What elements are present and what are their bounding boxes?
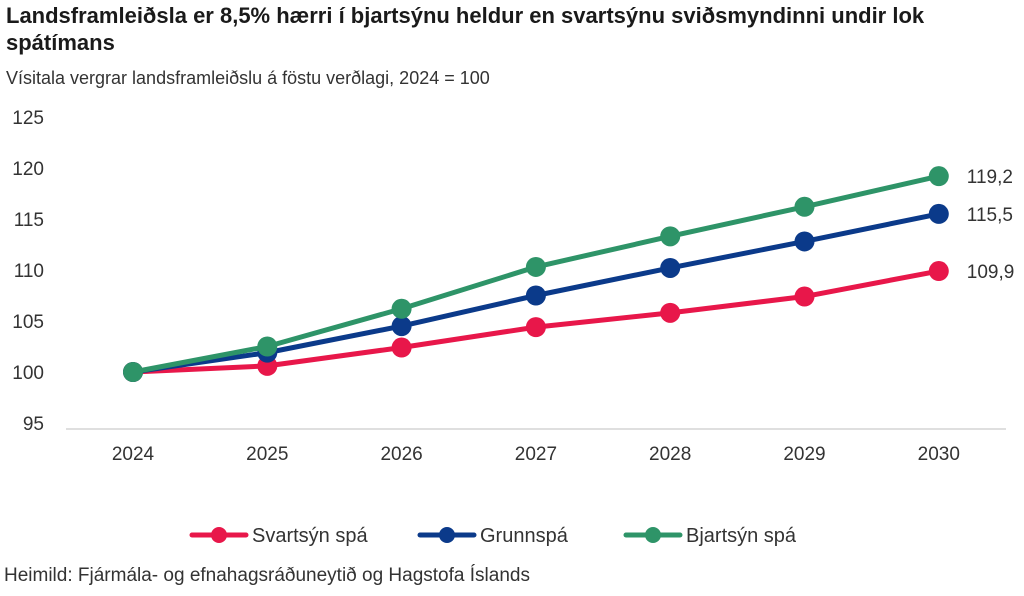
data-point bbox=[391, 337, 412, 358]
y-tick-label: 95 bbox=[23, 414, 44, 435]
data-point bbox=[794, 196, 815, 217]
data-point bbox=[257, 336, 278, 357]
y-tick-label: 110 bbox=[14, 261, 44, 282]
data-point bbox=[525, 256, 546, 277]
data-point bbox=[794, 286, 815, 307]
data-point bbox=[525, 285, 546, 306]
legend-swatch-marker bbox=[645, 527, 661, 543]
data-point bbox=[660, 226, 681, 247]
y-tick-label: 105 bbox=[12, 312, 44, 333]
series-2 bbox=[123, 166, 949, 382]
end-value-label: 119,2 bbox=[967, 167, 1013, 188]
x-tick-label: 2025 bbox=[246, 444, 288, 465]
data-point bbox=[660, 257, 681, 278]
data-point bbox=[928, 261, 949, 282]
legend-item: Bjartsýn spá bbox=[623, 525, 797, 547]
data-point bbox=[928, 203, 949, 224]
end-value-label: 109,9 bbox=[967, 262, 1015, 283]
x-tick-label: 2030 bbox=[918, 444, 960, 465]
data-point bbox=[660, 302, 681, 323]
chart-subtitle: Vísitala vergrar landsframleiðslu á föst… bbox=[6, 68, 490, 88]
legend-item: Svartsýn spá bbox=[189, 525, 368, 547]
legend-item: Grunnspá bbox=[417, 525, 569, 547]
x-tick-label: 2026 bbox=[380, 444, 422, 465]
end-value-label: 115,5 bbox=[967, 205, 1013, 226]
x-tick-label: 2029 bbox=[783, 444, 825, 465]
x-axis-ticks: 2024 2025 2026 2027 2028 2029 2030 bbox=[112, 444, 960, 465]
y-axis-ticks: 95 100 105 110 115 120 125 bbox=[12, 108, 44, 435]
legend-swatch-marker bbox=[439, 527, 455, 543]
y-tick-label: 120 bbox=[12, 159, 44, 180]
end-labels: 109,9 115,5 119,2 bbox=[967, 167, 1015, 283]
legend-label: Svartsýn spá bbox=[252, 525, 368, 547]
x-tick-label: 2028 bbox=[649, 444, 691, 465]
data-point bbox=[794, 231, 815, 252]
series-0 bbox=[123, 261, 949, 382]
chart-title: Landsframleiðsla er 8,5% hærri í bjartsý… bbox=[6, 3, 925, 55]
legend-label: Bjartsýn spá bbox=[686, 525, 797, 547]
y-tick-label: 125 bbox=[12, 108, 44, 129]
x-tick-label: 2027 bbox=[515, 444, 557, 465]
y-tick-label: 100 bbox=[12, 363, 44, 384]
data-point bbox=[525, 317, 546, 338]
data-point bbox=[123, 362, 143, 382]
source-note: Heimild: Fjármála- og efnahagsráðuneytið… bbox=[4, 565, 530, 586]
legend: Svartsýn spá Grunnspá Bjartsýn spá bbox=[189, 525, 797, 547]
data-point bbox=[391, 298, 412, 319]
x-tick-label: 2024 bbox=[112, 444, 155, 465]
data-point bbox=[928, 166, 949, 187]
legend-swatch-marker bbox=[211, 527, 227, 543]
y-tick-label: 115 bbox=[14, 210, 44, 231]
data-point bbox=[391, 316, 412, 337]
legend-label: Grunnspá bbox=[480, 525, 569, 547]
series-group bbox=[123, 166, 949, 382]
